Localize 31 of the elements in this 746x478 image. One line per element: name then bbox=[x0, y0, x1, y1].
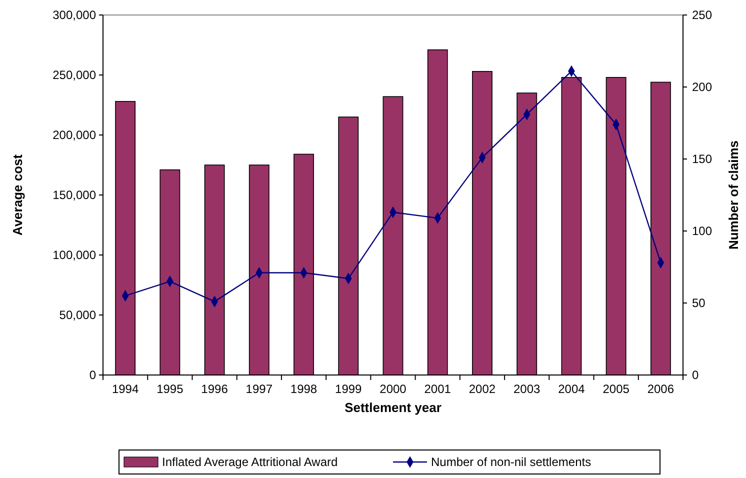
x-tick-label: 1996 bbox=[201, 382, 228, 396]
x-tick-label: 2006 bbox=[647, 382, 674, 396]
y2-tick-label: 150 bbox=[692, 152, 712, 166]
y-tick-label: 100,000 bbox=[52, 248, 96, 262]
y-tick-label: 200,000 bbox=[52, 128, 96, 142]
x-tick-label: 2003 bbox=[513, 382, 541, 396]
legend-label: Number of non-nil settlements bbox=[431, 455, 592, 470]
y-tick-label: 0 bbox=[89, 368, 96, 382]
x-tick-label: 1995 bbox=[156, 382, 184, 396]
x-tick-label: 2005 bbox=[602, 382, 630, 396]
x-tick-label: 1998 bbox=[290, 382, 318, 396]
y2-tick-label: 250 bbox=[692, 8, 712, 22]
y-tick-label: 250,000 bbox=[52, 68, 96, 82]
y-tick-label: 300,000 bbox=[52, 8, 96, 22]
y2-tick-label: 200 bbox=[692, 80, 712, 94]
x-axis-title: Settlement year bbox=[344, 400, 442, 415]
y-axis-title: Average cost bbox=[10, 154, 25, 236]
x-tick-label: 2004 bbox=[558, 382, 586, 396]
y2-tick-label: 100 bbox=[692, 224, 712, 238]
x-tick-label: 1999 bbox=[335, 382, 362, 396]
y2-axis-title: Number of claims bbox=[726, 140, 741, 250]
x-tick-label: 2002 bbox=[468, 382, 496, 396]
x-tick-label: 2001 bbox=[424, 382, 452, 396]
legend-label: Inflated Average Attritional Award bbox=[162, 455, 338, 470]
y-tick-label: 150,000 bbox=[52, 188, 96, 202]
x-tick-label: 1997 bbox=[246, 382, 273, 396]
y-tick-label: 50,000 bbox=[59, 308, 96, 322]
x-tick-label: 1994 bbox=[112, 382, 139, 396]
y2-tick-label: 50 bbox=[692, 296, 706, 310]
y2-tick-label: 0 bbox=[692, 368, 699, 382]
x-tick-label: 2000 bbox=[380, 382, 407, 396]
